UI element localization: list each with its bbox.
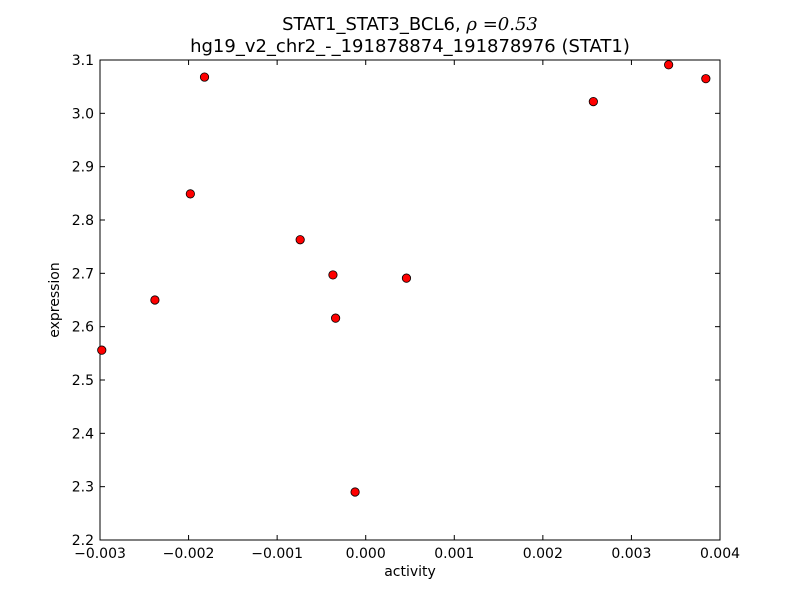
plot-area [99,59,721,541]
data-point [150,295,160,305]
data-point [295,235,305,245]
data-point [328,270,338,280]
y-tick-label: 3.1 [72,53,94,69]
data-point [199,72,210,82]
x-axis: −0.003 −0.002 −0.001 0.000 0.001 0.002 0.003 0.… [74,60,740,562]
data-point [97,345,107,355]
x-tick-label: 0.004 [700,546,740,562]
x-tick-label: −0.003 [74,546,126,562]
y-tick-label: 2.7 [72,266,94,282]
data-point [185,189,195,199]
y-axis: 2.2 2.3 2.4 2.5 2.6 2.7 2.8 2.9 3.0 3.1 [72,53,720,549]
chart-title-rho-symbol: ρ [465,14,477,35]
y-tick-label: 2.3 [72,480,94,496]
data-points [97,60,711,497]
data-point [664,60,674,70]
data-point [701,74,711,84]
data-point [330,313,341,323]
data-point [350,487,360,497]
x-tick-label: 0.001 [434,546,474,562]
chart-title-line2: hg19_v2_chr2_-_191878874_191878976 (STAT… [190,36,630,57]
plot-frame [99,59,721,541]
x-tick-label: 0.000 [346,546,386,562]
y-tick-label: 2.5 [72,373,94,389]
y-tick-label: 2.2 [72,533,94,549]
y-tick-label: 2.8 [72,213,94,229]
y-tick-label: 3.0 [72,106,94,122]
x-axis-label: activity [384,564,436,580]
chart-title-prefix: STAT1_STAT3_BCL6, [282,14,466,35]
y-axis-label: expression [47,262,63,338]
chart-title-rho-value: =0.53 [477,14,538,35]
x-tick-label: 0.003 [611,546,651,562]
y-tick-label: 2.6 [72,320,94,336]
data-point [588,97,598,107]
x-tick-label: 0.002 [523,546,563,562]
data-point [401,273,412,283]
chart-title-line1: STAT1_STAT3_BCL6, ρ =0.53 [282,14,538,35]
x-tick-label: −0.002 [163,546,215,562]
y-tick-label: 2.9 [72,160,94,176]
x-tick-label: −0.001 [251,546,303,562]
y-tick-label: 2.4 [72,426,94,442]
